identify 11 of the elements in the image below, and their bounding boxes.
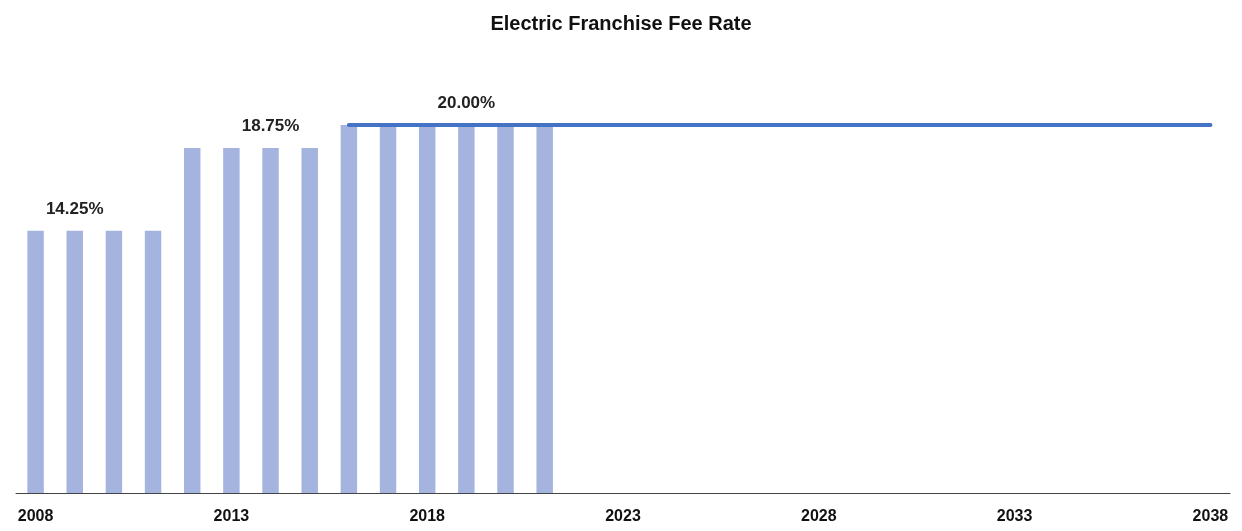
x-tick-label: 2023 (605, 506, 641, 524)
x-tick-label: 2018 (409, 506, 446, 524)
data-label: 18.75% (241, 116, 300, 135)
x-tick-label: 2033 (996, 506, 1033, 524)
x-tick-label: 2013 (213, 506, 250, 524)
chart-title: Electric Franchise Fee Rate (490, 12, 752, 34)
data-label: 14.25% (45, 198, 104, 218)
x-tick-label: 2008 (17, 506, 54, 524)
x-tick-label: 2028 (801, 506, 837, 524)
x-tick-label: 2038 (1192, 506, 1229, 524)
data-label: 20.00% (437, 93, 496, 112)
